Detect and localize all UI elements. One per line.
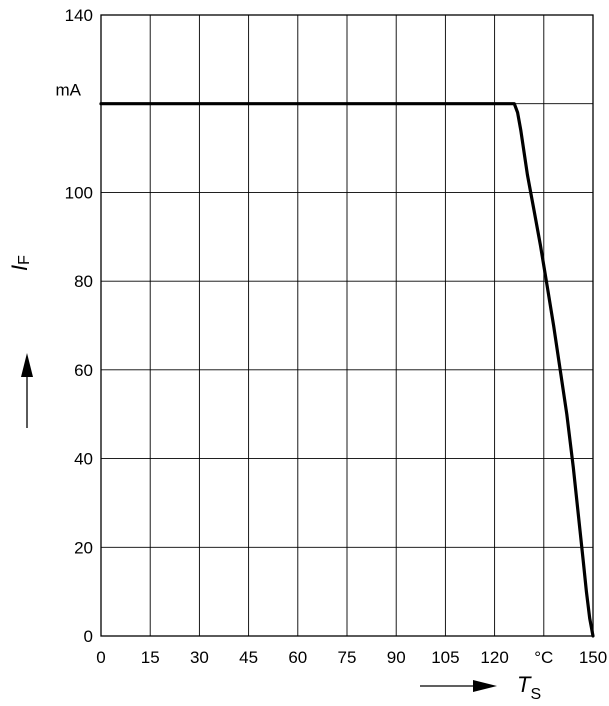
x-unit-label: °C — [534, 648, 553, 667]
y-tick-label: 140 — [65, 6, 93, 25]
y-unit-label: mA — [56, 81, 82, 100]
x-tick-label: 60 — [288, 648, 307, 667]
x-tick-label: 15 — [141, 648, 160, 667]
x-tick-label: 120 — [480, 648, 508, 667]
y-axis-arrow — [21, 353, 33, 428]
x-axis-arrow — [420, 680, 497, 692]
x-tick-labels: 0 15 30 45 60 75 90 105 120 150 — [96, 648, 607, 667]
x-tick-label: 150 — [579, 648, 607, 667]
x-tick-label: 90 — [387, 648, 406, 667]
series-line — [99, 102, 595, 638]
y-tick-label: 60 — [74, 361, 93, 380]
y-tick-label: 20 — [74, 538, 93, 557]
x-tick-label: 105 — [431, 648, 459, 667]
y-tick-label: 80 — [74, 272, 93, 291]
x-tick-label: 75 — [338, 648, 357, 667]
y-tick-label: 40 — [74, 450, 93, 469]
y-tick-label: 0 — [84, 627, 93, 646]
plot-frame — [100, 14, 594, 637]
grid — [101, 15, 593, 636]
x-axis-label: TS — [517, 672, 541, 703]
x-tick-label: 30 — [190, 648, 209, 667]
y-tick-labels: 0 20 40 60 80 100 140 — [65, 6, 93, 646]
y-axis-label: IF — [7, 255, 33, 271]
y-tick-label: 100 — [65, 183, 93, 202]
x-tick-label: 0 — [96, 648, 105, 667]
x-tick-label: 45 — [239, 648, 258, 667]
